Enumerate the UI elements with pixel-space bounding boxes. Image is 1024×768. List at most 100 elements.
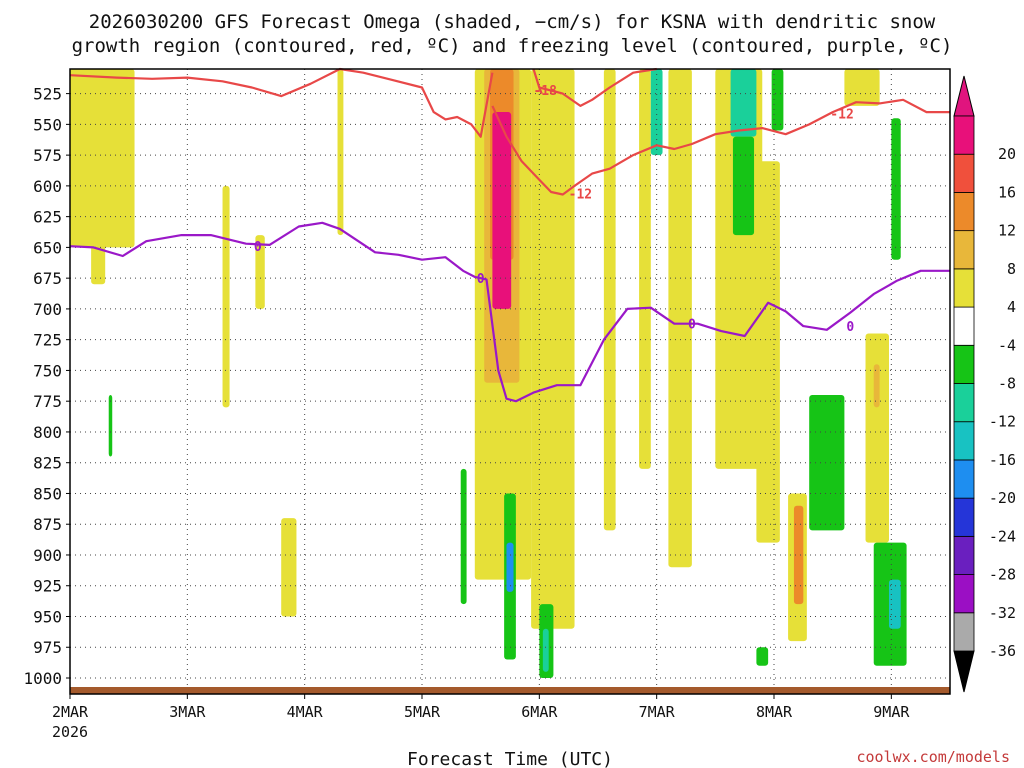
dgz-contour-label: -12 — [830, 107, 853, 122]
y-tick-label: 600 — [33, 177, 62, 196]
y-tick-label: 575 — [33, 146, 62, 165]
dgz-contour-line — [532, 68, 543, 95]
plot-frame — [69, 68, 951, 695]
colorbar-swatch — [953, 115, 975, 155]
omega-region — [108, 395, 113, 457]
contours: 0 0 0 0 -18 -12 -12 — [69, 67, 951, 695]
omega-region — [460, 468, 467, 605]
colorbar-tick-label: 12 — [998, 222, 1016, 240]
freezing-level-label: 0 — [846, 320, 854, 335]
colorbar-swatch — [953, 344, 975, 384]
x-tick-label: 3MAR — [169, 703, 206, 721]
omega-region — [650, 69, 663, 156]
colorbar-tick-label: -8 — [998, 375, 1016, 393]
omega-region — [492, 112, 512, 309]
omega-region — [809, 395, 845, 531]
colorbar-swatch — [953, 153, 975, 193]
y-tick-label: 850 — [33, 484, 62, 503]
x-tick-label: 9MAR — [873, 703, 910, 721]
x-year-label: 2026 — [52, 723, 88, 741]
omega-region — [756, 647, 769, 666]
y-tick-label: 675 — [33, 269, 62, 288]
colorbar-swatch — [953, 268, 975, 308]
y-tick-label: 950 — [33, 607, 62, 626]
omega-region — [337, 69, 344, 236]
freezing-level-label: 0 — [254, 240, 262, 255]
terrain-band — [70, 687, 950, 694]
y-tick-label: 525 — [33, 85, 62, 104]
omega-region — [668, 69, 692, 568]
colorbar-swatch — [953, 383, 975, 423]
colorbar-swatch — [953, 497, 975, 537]
y-tick-label: 875 — [33, 515, 62, 534]
omega-region — [793, 505, 804, 605]
omega-region — [91, 69, 106, 285]
omega-region — [844, 69, 880, 106]
dgz-contour-line — [69, 67, 494, 138]
colorbar-tick-label: 4 — [1007, 298, 1016, 316]
y-tick-label: 925 — [33, 577, 62, 596]
colorbar-swatch — [953, 306, 975, 346]
title-line-2: growth region (contoured, red, ºC) and f… — [72, 35, 953, 57]
colorbar-tick-label: -20 — [989, 489, 1016, 507]
y-tick-label: 700 — [33, 300, 62, 319]
y-tick-label: 775 — [33, 392, 62, 411]
y-tick-label: 1000 — [23, 669, 62, 688]
omega-region — [603, 69, 616, 531]
x-tick-label: 7MAR — [639, 703, 676, 721]
omega-region — [255, 235, 265, 309]
colorbar-tick-label: -32 — [989, 604, 1016, 622]
omega-region — [506, 542, 514, 592]
freezing-level-label: 0 — [688, 318, 696, 333]
omega-region — [865, 333, 889, 543]
x-axis-label: Forecast Time (UTC) — [407, 749, 613, 768]
y-tick-label: 800 — [33, 423, 62, 442]
freezing-level-line — [69, 221, 950, 403]
x-tick-label: 5MAR — [404, 703, 441, 721]
y-tick-label: 625 — [33, 208, 62, 227]
y-axis-ticks: 525 550 575 600 625 650 675 700 725 750 775 800 825 8… — [23, 85, 70, 688]
y-tick-label: 825 — [33, 454, 62, 473]
y-tick-label: 650 — [33, 238, 62, 257]
freezing-level-label: 0 — [477, 272, 485, 287]
colorbar-under-arrow — [953, 650, 975, 693]
omega-region — [542, 628, 549, 672]
colorbar-tick-label: -16 — [989, 451, 1016, 469]
y-tick-label: 725 — [33, 331, 62, 350]
omega-region — [281, 518, 297, 617]
omega-region — [639, 69, 651, 469]
colorbar-tick-label: -36 — [989, 642, 1016, 660]
colorbar-swatch — [953, 535, 975, 575]
colorbar-swatch — [953, 192, 975, 232]
y-tick-label: 975 — [33, 638, 62, 657]
terrain-strip — [70, 687, 950, 694]
omega-region — [771, 69, 784, 131]
colorbar-tick-label: 8 — [1007, 260, 1016, 278]
colorbar-swatch — [953, 459, 975, 499]
omega-region — [756, 161, 780, 543]
dgz-contour-line — [539, 67, 657, 108]
credit-text: coolwx.com/models — [856, 748, 1010, 766]
omega-shading — [70, 69, 907, 679]
colorbar-swatch — [953, 574, 975, 614]
omega-region — [888, 579, 901, 629]
y-tick-label: 550 — [33, 115, 62, 134]
colorbar-swatch — [953, 612, 975, 652]
omega-region — [732, 136, 755, 236]
omega-region — [730, 69, 757, 137]
omega-region — [531, 69, 575, 629]
x-tick-label: 2MAR — [52, 703, 89, 721]
colorbar-tick-label: -12 — [989, 413, 1016, 431]
colorbar-tick-label: 20 — [998, 145, 1016, 163]
colorbar-swatch — [953, 421, 975, 461]
omega-region — [222, 185, 230, 408]
omega-region — [873, 364, 880, 408]
x-tick-label: 6MAR — [521, 703, 558, 721]
dgz-contour-label: -12 — [569, 187, 592, 202]
omega-region — [891, 118, 901, 260]
y-tick-label: 750 — [33, 361, 62, 380]
colorbar-tick-label: 16 — [998, 183, 1016, 201]
dgz-contour-line — [491, 98, 950, 196]
title-line-1: 2026030200 GFS Forecast Omega (shaded, −… — [89, 11, 936, 33]
